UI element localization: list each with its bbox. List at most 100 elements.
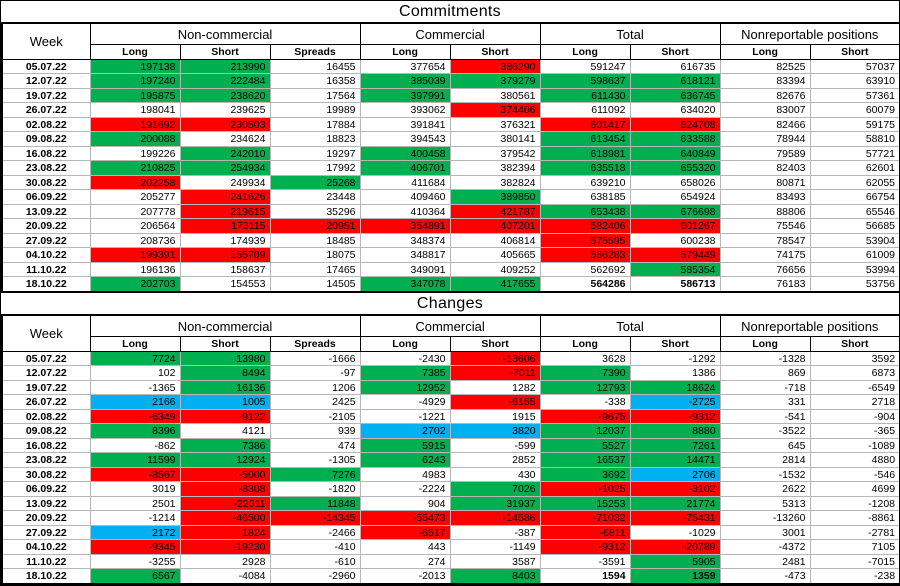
value-cell: 5905 [629,553,721,570]
value-cell: 59175 [809,116,899,133]
value-cell: -718 [719,379,811,396]
value-cell: 4880 [809,452,899,468]
value-cell: 7105 [809,539,899,555]
col-header-nc-short: Short [179,44,271,60]
col-header-nonrep-long: Long [719,44,811,60]
value-cell: 382394 [449,160,541,176]
value-cell: 82403 [719,160,811,176]
value-cell: 210825 [89,160,181,176]
value-cell: 66754 [809,189,899,205]
week-cell: 23.08.22 [1,452,91,468]
value-cell: 2425 [269,394,361,410]
value-cell: -2466 [269,524,361,541]
value-cell: -2725 [629,394,721,410]
value-cell: 407201 [449,218,541,234]
col-header-total-long: Long [539,44,631,60]
col-header-comm-short: Short [449,44,541,60]
week-cell: 11.10.22 [1,553,91,570]
value-cell: 57721 [809,145,899,162]
value-cell: -1328 [719,350,811,367]
value-cell: 19297 [269,145,361,162]
value-cell: 611430 [539,87,631,104]
table-row: 09.08.22 200088 234624 18823 394543 380141 613… [1,131,899,147]
value-cell: 213990 [179,58,271,75]
value-cell: 53904 [809,232,899,249]
value-cell: 199391 [89,247,181,263]
value-cell: 2172 [89,524,181,541]
value-cell: -97 [269,365,361,381]
value-cell: 349091 [359,261,451,278]
week-cell: 27.09.22 [1,524,91,541]
value-cell: -1365 [89,379,181,396]
value-cell: 443 [359,539,451,555]
value-cell: 7026 [449,481,541,497]
value-cell: 635518 [539,160,631,176]
value-cell: 14505 [269,276,361,293]
value-cell: 80871 [719,174,811,191]
value-cell: 3019 [89,481,181,497]
value-cell: 15253 [539,495,631,512]
value-cell: 18624 [629,379,721,396]
value-cell: 474 [269,437,361,454]
value-cell: 655320 [629,160,721,176]
value-cell: 239625 [179,102,271,118]
value-cell: 196136 [89,261,181,278]
value-cell: 618121 [629,73,721,89]
col-header-nc-spreads: Spreads [269,44,361,60]
value-cell: 7276 [269,466,361,483]
value-cell: 4699 [809,481,899,497]
value-cell: 82525 [719,58,811,75]
value-cell: 3001 [719,524,811,541]
table-row: 12.07.22 197240 222484 16358 385039 379279 598… [1,73,899,89]
week-cell: 13.09.22 [1,495,91,512]
value-cell: -9122 [179,408,271,425]
value-cell: 385039 [359,73,451,89]
value-cell: 575595 [539,232,631,249]
value-cell: -8567 [89,466,181,483]
col-header-nonrep-short: Short [809,44,899,60]
value-cell: 2852 [449,452,541,468]
value-cell: 173115 [179,218,271,234]
value-cell: -4084 [179,568,271,585]
value-cell: 2814 [719,452,811,468]
value-cell: 8494 [179,365,271,381]
value-cell: 7385 [359,365,451,381]
table-row: 23.08.22 210825 254934 17992 406701 382394 635… [1,160,899,176]
value-cell: 53994 [809,261,899,278]
value-cell: 102 [89,365,181,381]
table-row: 23.08.22 11599 12924 -1305 6243 2852 16537 1447… [1,452,899,468]
value-cell: -904 [809,408,899,425]
value-cell: 197240 [89,73,181,89]
value-cell: 409252 [449,261,541,278]
value-cell: 1282 [449,379,541,396]
commitments-table: Week Non-commercial Commercial Total Non… [1,22,899,293]
value-cell: -1089 [809,437,899,454]
table-row: 13.09.22 2501 -22011 11848 904 31937 15253 2177… [1,495,899,512]
value-cell: 4983 [359,466,451,483]
value-cell: -6155 [449,394,541,410]
value-cell: 35296 [269,203,361,220]
value-cell: -9675 [539,408,631,425]
week-cell: 26.07.22 [1,394,91,410]
table-row: 27.09.22 208736 174939 18485 348374 406814 575… [1,232,899,249]
value-cell: 60079 [809,102,899,118]
value-cell: 7390 [539,365,631,381]
value-cell: 202258 [89,174,181,191]
value-cell: -9345 [89,539,181,555]
week-cell: 20.09.22 [1,510,91,526]
value-cell: 6567 [89,568,181,585]
value-cell: 83007 [719,102,811,118]
value-cell: -1029 [629,524,721,541]
value-cell: -1221 [359,408,451,425]
value-cell: 377654 [359,58,451,75]
value-cell: 601417 [539,116,631,133]
value-cell: 586713 [629,276,721,293]
col-header-total-short: Short [629,44,721,60]
value-cell: 154553 [179,276,271,293]
value-cell: 409460 [359,189,451,205]
value-cell: 394543 [359,131,451,147]
value-cell: 16358 [269,73,361,89]
group-header-total: Total [539,314,721,337]
value-cell: 634020 [629,102,721,118]
week-cell: 18.10.22 [1,568,91,585]
